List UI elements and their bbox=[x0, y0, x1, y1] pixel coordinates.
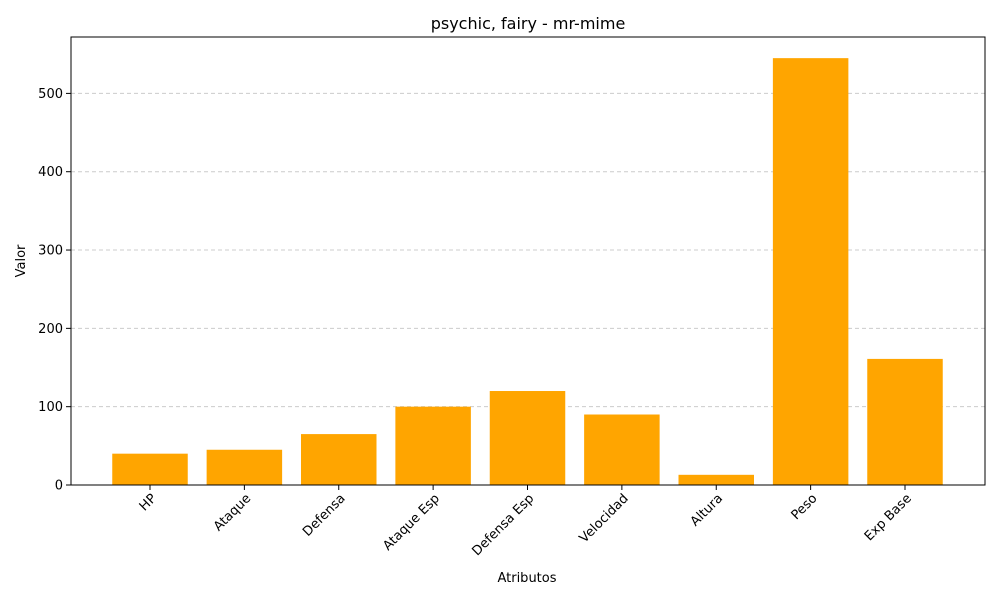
x-tick-label: Peso bbox=[789, 491, 821, 523]
x-tick-label: Defensa Esp bbox=[469, 491, 537, 559]
bar-defensa bbox=[301, 434, 377, 485]
chart-title: psychic, fairy - mr-mime bbox=[431, 14, 626, 33]
bar-hp bbox=[112, 453, 188, 485]
bar-defensa-esp bbox=[489, 391, 566, 485]
bar-ataque-esp bbox=[395, 406, 471, 485]
x-axis-label: Atributos bbox=[497, 571, 556, 586]
x-tick-label: Ataque bbox=[211, 491, 254, 534]
x-tick-label: Exp Base bbox=[862, 491, 915, 544]
bar-altura bbox=[678, 474, 754, 485]
y-tick-label: 500 bbox=[38, 87, 63, 102]
bar-exp-base bbox=[867, 358, 943, 485]
x-tick-label: Altura bbox=[688, 491, 726, 529]
x-tick-label: Velocidad bbox=[577, 491, 632, 546]
y-axis-ticks: 0 100 200 300 400 500 bbox=[38, 87, 71, 494]
y-axis-label: Valor bbox=[14, 244, 29, 277]
x-axis-ticks: HP Ataque Defensa Ataque Esp Defensa Esp Velo… bbox=[137, 485, 915, 559]
bar-peso bbox=[772, 58, 849, 486]
y-tick-label: 100 bbox=[38, 400, 63, 415]
y-tick-label: 0 bbox=[55, 479, 63, 494]
x-tick-label: Defensa bbox=[300, 491, 348, 539]
bar-ataque bbox=[206, 449, 283, 485]
bar-velocidad bbox=[584, 414, 660, 485]
y-tick-label: 400 bbox=[38, 165, 63, 180]
y-tick-label: 300 bbox=[38, 244, 63, 259]
x-tick-label: HP bbox=[137, 491, 160, 514]
x-tick-label: Ataque Esp bbox=[380, 491, 443, 554]
y-tick-label: 200 bbox=[38, 322, 63, 337]
bars bbox=[112, 58, 943, 486]
